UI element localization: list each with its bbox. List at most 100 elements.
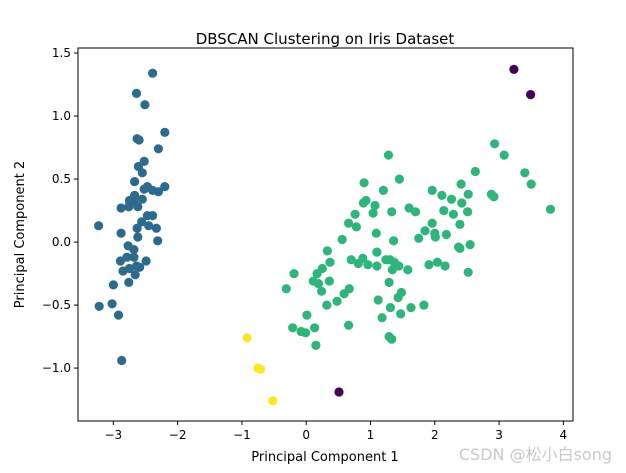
- y-tick-label: 1.0: [52, 109, 71, 123]
- watermark: CSDN @松小白song: [458, 445, 612, 464]
- data-point: [358, 198, 368, 208]
- data-point: [420, 226, 430, 236]
- data-point: [465, 240, 475, 250]
- data-point: [545, 204, 556, 214]
- data-point: [137, 194, 147, 204]
- data-point: [94, 301, 104, 311]
- x-tick-label: 3: [495, 428, 503, 442]
- data-point: [430, 232, 440, 242]
- data-point: [463, 189, 473, 199]
- data-point: [129, 245, 139, 255]
- data-point: [439, 206, 449, 216]
- data-point: [153, 236, 163, 246]
- data-point: [489, 192, 499, 202]
- data-point: [394, 174, 404, 184]
- data-point: [107, 299, 117, 309]
- cluster-series: [94, 68, 170, 366]
- data-point: [135, 262, 145, 272]
- x-tick-label: −2: [169, 428, 187, 442]
- y-tick-label: 0.5: [52, 172, 71, 186]
- data-point: [313, 279, 323, 289]
- data-point: [281, 284, 291, 294]
- data-point: [387, 207, 397, 217]
- data-point: [344, 218, 354, 228]
- data-point: [141, 256, 151, 266]
- data-point: [140, 100, 150, 110]
- data-point: [368, 208, 378, 218]
- data-point: [344, 320, 354, 330]
- data-point: [133, 202, 143, 212]
- data-point: [470, 166, 480, 177]
- data-point: [160, 127, 170, 137]
- y-tick-label: −0.5: [42, 298, 71, 312]
- data-point: [437, 190, 447, 200]
- cluster-series: [334, 64, 536, 397]
- data-point: [346, 255, 356, 265]
- data-point: [113, 310, 124, 320]
- data-point: [130, 177, 140, 187]
- data-point: [301, 328, 311, 338]
- data-point: [116, 228, 126, 238]
- data-point: [414, 233, 424, 243]
- data-point: [94, 221, 104, 231]
- data-point: [288, 323, 298, 333]
- cluster-series: [281, 139, 556, 350]
- data-point: [372, 247, 382, 257]
- data-point: [427, 185, 437, 195]
- data-point: [134, 135, 144, 145]
- y-tick-label: −1.0: [42, 361, 71, 375]
- data-point: [440, 261, 450, 271]
- data-point: [448, 209, 458, 219]
- data-point: [387, 334, 397, 344]
- data-point: [132, 223, 142, 233]
- data-point: [370, 200, 380, 211]
- data-point: [353, 258, 363, 269]
- data-point: [363, 260, 373, 270]
- data-point: [509, 64, 519, 74]
- data-point: [108, 280, 118, 290]
- data-point: [312, 269, 322, 279]
- plot-frame: [77, 47, 574, 422]
- data-point: [385, 303, 395, 313]
- y-tick-label: 1.5: [52, 46, 71, 60]
- data-point: [526, 179, 536, 189]
- data-point: [242, 333, 252, 343]
- data-point: [131, 88, 142, 98]
- data-point: [302, 310, 312, 320]
- data-point: [393, 292, 403, 303]
- x-tick-label: −1: [233, 428, 251, 442]
- data-point: [350, 209, 360, 219]
- data-point: [383, 150, 394, 160]
- data-point: [371, 228, 381, 238]
- data-point: [424, 260, 434, 270]
- data-point: [389, 236, 399, 246]
- data-point: [373, 295, 383, 305]
- data-point: [432, 257, 442, 267]
- chart-title: DBSCAN Clustering on Iris Dataset: [196, 30, 455, 48]
- data-point: [463, 207, 473, 217]
- data-point: [324, 276, 334, 286]
- data-point: [268, 396, 278, 406]
- data-point: [322, 300, 332, 310]
- data-point: [139, 184, 149, 194]
- data-point: [520, 168, 530, 178]
- data-point: [351, 222, 361, 232]
- x-tick-label: 4: [560, 428, 568, 442]
- data-point: [446, 194, 457, 204]
- x-tick-label: 0: [302, 428, 310, 442]
- data-point: [124, 202, 134, 212]
- data-points: [94, 64, 556, 406]
- y-axis-label: Principal Component 2: [13, 161, 28, 308]
- x-tick-label: −3: [105, 428, 123, 442]
- data-point: [372, 261, 382, 271]
- data-point: [359, 178, 369, 188]
- data-point: [124, 277, 134, 287]
- data-point: [378, 185, 388, 195]
- data-point: [115, 256, 125, 266]
- data-point: [455, 243, 465, 253]
- data-point: [396, 309, 406, 319]
- data-point: [153, 187, 163, 197]
- data-point: [116, 203, 126, 213]
